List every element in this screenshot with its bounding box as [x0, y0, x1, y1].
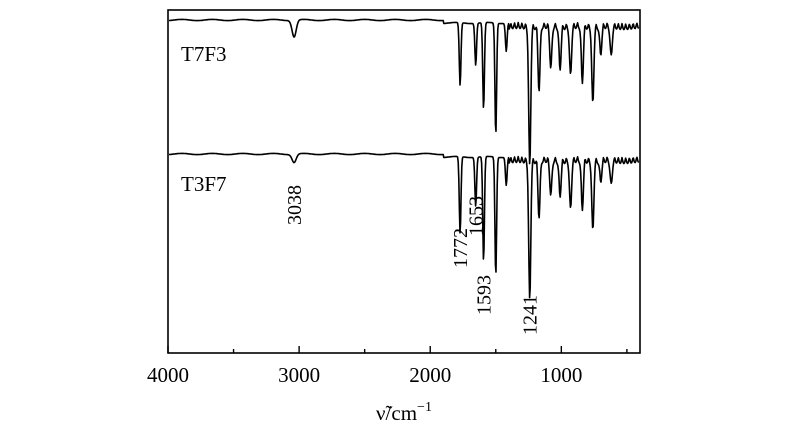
spectra-traces [168, 18, 640, 299]
x-tick-label-1: 3000 [278, 363, 320, 387]
peak-label-1653: 1653 [466, 196, 488, 236]
x-axis-label: ν̃/cm−1 [376, 400, 432, 425]
x-axis-label-main: ν̃/cm [376, 401, 417, 425]
x-axis-label-exponent: −1 [417, 400, 432, 415]
peak-label-1772: 1772 [450, 228, 472, 268]
peak-label-1241: 1241 [520, 295, 542, 335]
x-tick-label-3: 1000 [540, 363, 582, 387]
series-labels: T7F3 T3F7 [181, 42, 227, 196]
peak-label-3038: 3038 [284, 185, 306, 225]
plot-frame [167, 9, 641, 354]
trace-T7F3 [168, 18, 640, 165]
x-axis-ticks: 4000 3000 2000 1000 [147, 346, 628, 387]
peak-label-1593: 1593 [474, 275, 496, 315]
x-tick-label-2: 2000 [409, 363, 451, 387]
series-label-T3F7: T3F7 [181, 172, 227, 196]
trace-T3F7 [168, 152, 640, 299]
series-label-T7F3: T7F3 [181, 42, 227, 66]
x-tick-label-0: 4000 [147, 363, 189, 387]
